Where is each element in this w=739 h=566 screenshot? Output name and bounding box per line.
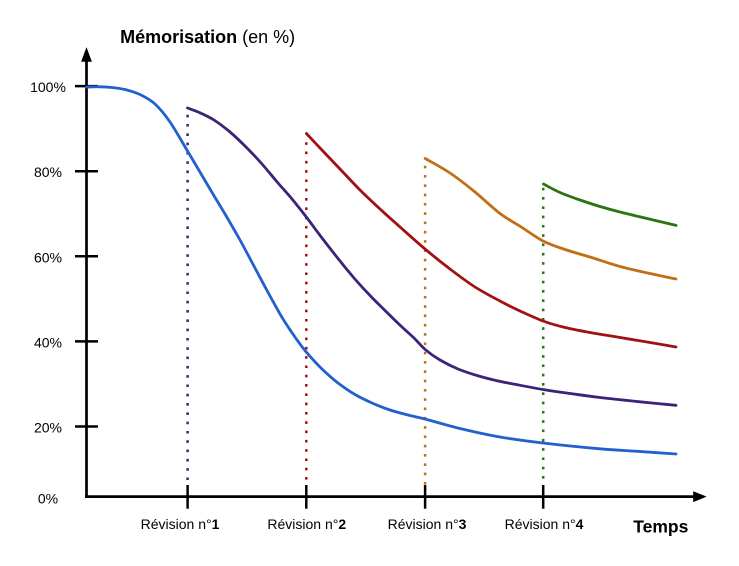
svg-text:Révision n°2: Révision n°2 [267, 516, 346, 532]
svg-text:20%: 20% [34, 420, 62, 436]
svg-text:Révision n°1: Révision n°1 [141, 516, 220, 532]
svg-text:Mémorisation (en %): Mémorisation (en %) [120, 27, 295, 47]
svg-text:Révision n°4: Révision n°4 [505, 516, 584, 532]
svg-text:60%: 60% [34, 249, 62, 265]
svg-text:0%: 0% [38, 490, 58, 506]
svg-text:40%: 40% [34, 334, 62, 350]
svg-text:Révision n°3: Révision n°3 [388, 516, 467, 532]
svg-text:80%: 80% [34, 164, 62, 180]
svg-text:Temps: Temps [633, 517, 688, 537]
svg-text:100%: 100% [30, 79, 66, 95]
